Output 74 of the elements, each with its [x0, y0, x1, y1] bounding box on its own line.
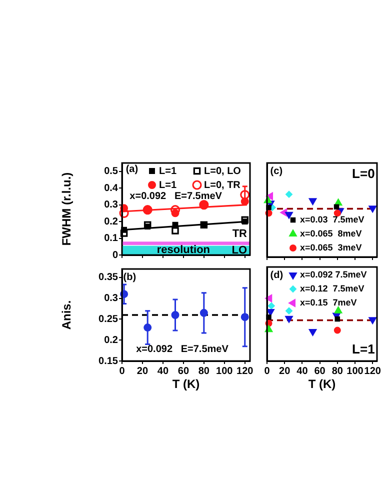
point: [308, 198, 317, 206]
point: [120, 230, 128, 237]
x-tick-label: 80: [332, 366, 344, 377]
x-tick-label: 120: [236, 366, 254, 377]
y-tick-label: 0.25: [98, 314, 118, 325]
legend-label: L=0, LO: [204, 166, 242, 177]
x-axis-title: T (K): [172, 377, 200, 392]
y-tick-label: 0.35: [98, 272, 118, 284]
point: [240, 313, 249, 322]
point: [368, 317, 377, 324]
point: [172, 227, 179, 234]
annotation: L=1: [352, 341, 375, 356]
point: [368, 206, 377, 213]
x-tick-label: 40: [157, 366, 169, 377]
point: [171, 311, 180, 319]
point: [334, 204, 340, 210]
point: [286, 307, 292, 314]
point: [240, 190, 250, 200]
legend-label: x=0.15 7meV: [300, 297, 357, 308]
annotation: (a): [126, 164, 138, 176]
y-axis-title: Anis.: [60, 300, 74, 330]
y-tick-label: 0.2: [104, 334, 118, 346]
x-tick-label: 120: [364, 366, 382, 377]
x-tick-label: 0: [264, 366, 270, 377]
y-tick-label: 0.3: [104, 200, 118, 211]
point: [334, 326, 341, 334]
x-tick-label: 20: [136, 366, 148, 377]
x-axis-title: T (K): [308, 377, 336, 392]
band-label: TR: [232, 228, 248, 240]
text: L=0: [352, 166, 375, 181]
y-tick-label: 0.4: [104, 182, 118, 194]
text: (c): [270, 166, 283, 178]
x-tick-label: 20: [279, 366, 291, 377]
legend-label: L=0, TR: [204, 180, 242, 191]
band-label: LO: [232, 244, 248, 256]
point: [334, 316, 340, 322]
y-tick-label: 0.2: [104, 216, 118, 228]
point: [285, 212, 293, 219]
point: [144, 324, 152, 332]
point: [285, 316, 293, 323]
x-tick-label: 80: [198, 366, 210, 377]
annotation: (b): [123, 272, 136, 284]
y-tick-label: 0.3: [104, 293, 118, 304]
point: [268, 302, 275, 310]
legend-label: x=0.065 8meV: [300, 228, 362, 238]
x-tick-label: 60: [178, 366, 190, 377]
legend-label: L=1: [159, 166, 177, 177]
x-tick-label: 0: [119, 366, 126, 377]
annotation: resolution: [156, 244, 210, 256]
point: [200, 308, 208, 317]
legend-label: L=1: [159, 180, 177, 191]
legend-label: x=0.092 7.5meV: [300, 269, 367, 280]
x-tick-label: 60: [314, 366, 326, 377]
y-tick-label: 0.5: [104, 166, 118, 178]
x-tick-label: 100: [216, 366, 234, 377]
point: [286, 190, 292, 198]
y-tick-label: 0.15: [98, 356, 118, 367]
annotation: x=0.092 E=7.5meV: [130, 190, 222, 202]
point: [334, 306, 342, 314]
x-tick-label: 100: [346, 366, 364, 377]
legend-label: x=0.12 7.5meV: [300, 283, 364, 294]
point: [171, 209, 180, 218]
point: [119, 208, 129, 218]
annotation: x=0.092 E=7.5meV: [136, 344, 229, 355]
text: (d): [270, 270, 284, 282]
point: [144, 221, 152, 229]
point: [241, 216, 249, 224]
legend-label: x=0.065 3meV: [300, 242, 362, 252]
y-tick-label: 0: [112, 250, 118, 261]
y-tick-label: 0.1: [104, 233, 118, 244]
y-axis-title: FWHM (r.l.u.): [60, 172, 74, 246]
x-tick-label: 40: [296, 366, 308, 377]
point: [308, 329, 317, 336]
legend-label: x=0.03 7.5meV: [300, 214, 364, 224]
